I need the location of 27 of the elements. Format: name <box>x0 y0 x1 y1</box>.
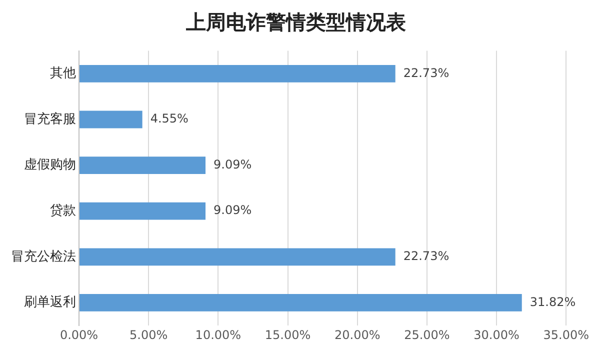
bar <box>80 202 206 220</box>
y-tick-label: 虚假购物 <box>24 158 76 173</box>
x-tick-label: 35.00% <box>543 328 590 342</box>
y-tick-label: 冒充客服 <box>24 110 76 127</box>
x-tick-label: 5.00% <box>130 328 168 342</box>
bar <box>80 65 396 82</box>
data-label: 22.73% <box>403 249 450 264</box>
bar <box>80 248 396 266</box>
x-tick-label: 10.00% <box>195 328 242 342</box>
x-tick-label: 15.00% <box>264 328 311 342</box>
data-label: 4.55% <box>150 112 188 126</box>
data-label: 22.73% <box>403 66 450 80</box>
bar <box>80 110 142 128</box>
y-tick-label: 贷款 <box>50 203 76 218</box>
y-tick-label: 刷单返利 <box>24 295 76 310</box>
y-tick-label: 冒充公检法 <box>11 249 76 264</box>
chart-title: 上周电诈警情类型情况表 <box>185 9 407 36</box>
data-label: 31.82% <box>530 294 576 309</box>
bar <box>80 294 522 312</box>
x-tick-label: 0.00% <box>60 328 98 342</box>
x-tick-label: 30.00% <box>474 328 520 342</box>
y-tick-label: 其他 <box>50 66 76 82</box>
data-label: 9.09% <box>214 203 252 218</box>
data-label: 9.09% <box>214 157 252 172</box>
x-tick-label: 20.00% <box>334 328 380 342</box>
bar <box>80 156 206 174</box>
x-tick-label: 25.00% <box>404 328 450 342</box>
